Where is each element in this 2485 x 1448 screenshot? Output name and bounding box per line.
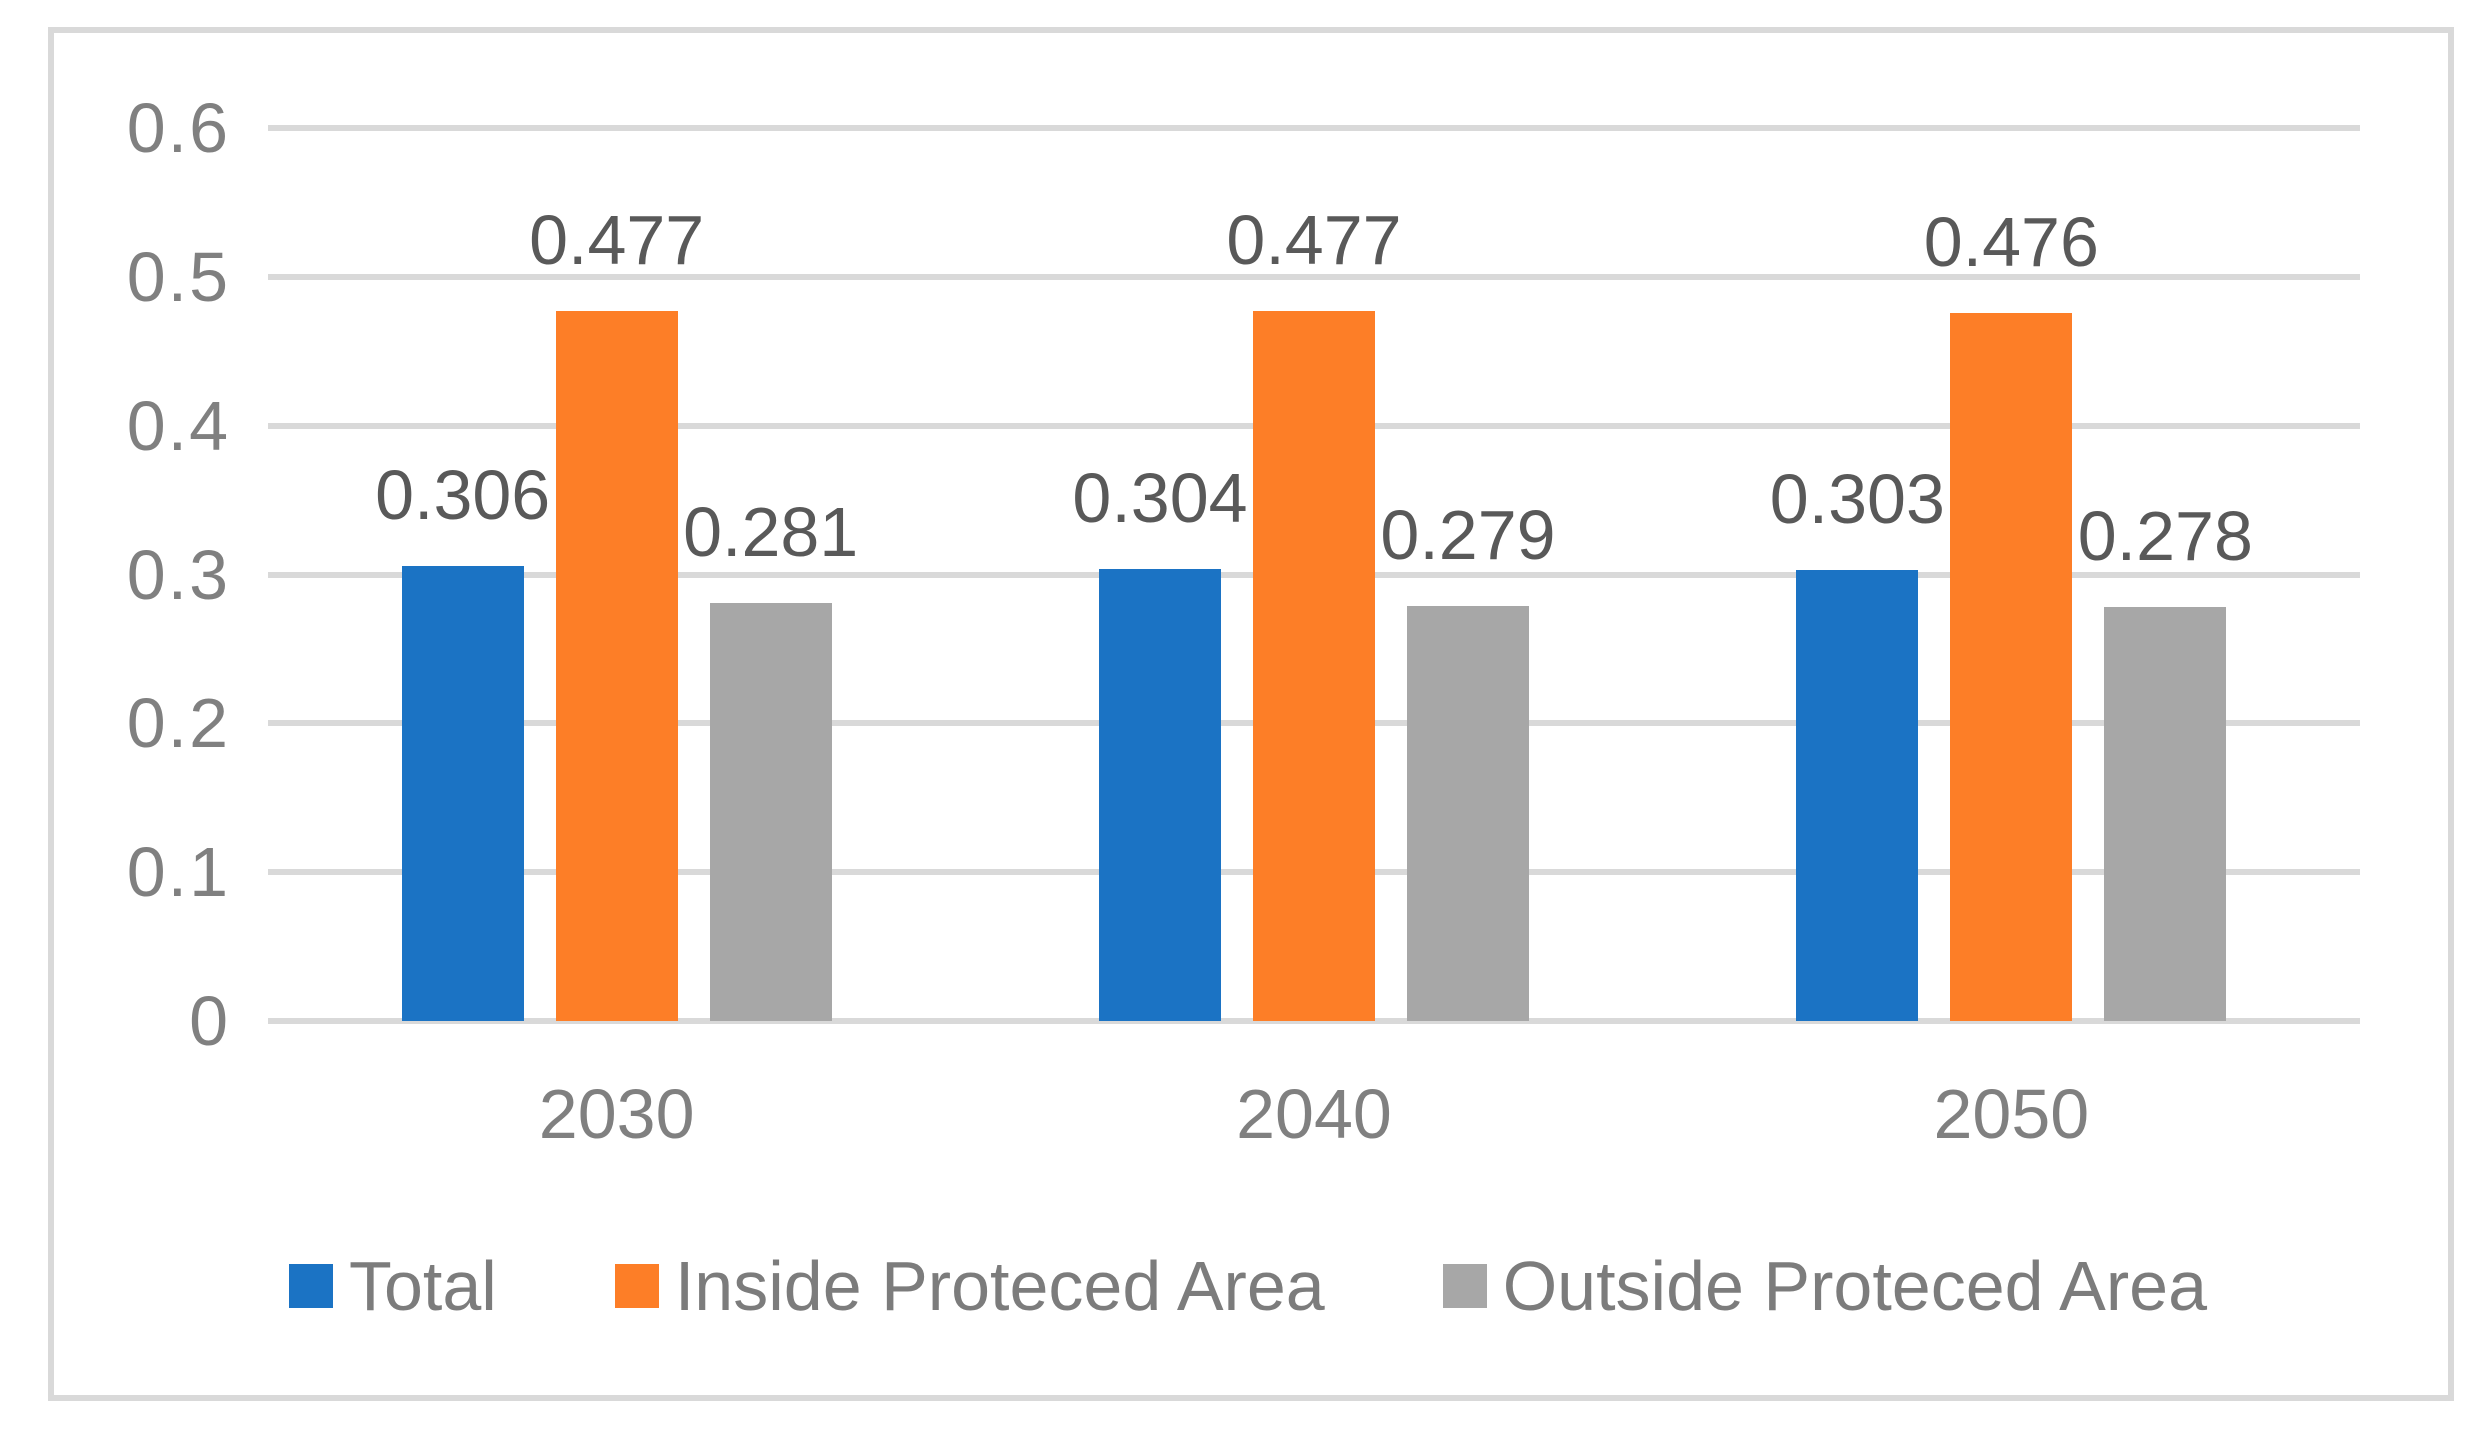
bar-inside-proteced-area-2030: 0.477: [529, 205, 704, 1021]
y-tick-label: 0.6: [126, 89, 230, 167]
chart-frame: 0 0.1 0.2 0.3 0.4 0.5 0.6 0.306 0.477 0.281 0.304…: [48, 27, 2454, 1401]
x-axis-label-2040: 2040: [1236, 1075, 1392, 1153]
bar-value-label: 0.281: [683, 492, 859, 571]
x-axis-labels: 2030 2040 2050: [268, 1068, 2360, 1160]
bar-total-2030: 0.306: [375, 460, 550, 1021]
bar-value-label: 0.477: [529, 201, 705, 280]
legend-item-outside-proteced-area: Outside Proteced Area: [1442, 1247, 2208, 1325]
legend-color-swatch-icon: [288, 1264, 333, 1308]
y-tick-label: 0.4: [126, 386, 230, 465]
bar-outside-proteced-area-2030: 0.281: [683, 497, 858, 1021]
y-axis-tick-labels: 0 0.1 0.2 0.3 0.4 0.5 0.6: [54, 93, 230, 1056]
y-tick-label: 0.5: [126, 237, 230, 316]
y-tick-label: 0.2: [126, 684, 230, 763]
gridline: [268, 273, 2360, 280]
bar-group-2030: 0.306 0.477 0.281: [268, 128, 965, 1021]
bar-value-label: 0.279: [1380, 495, 1556, 574]
legend: Total Inside Proteced Area Outside Protece…: [54, 1236, 2442, 1336]
bar-total-2040: 0.304: [1072, 463, 1248, 1021]
bar-outside-proteced-area-2040: 0.279: [1380, 500, 1556, 1021]
bar-groups: 0.306 0.477 0.281 0.304 0.477 0.279 0.303 0.476…: [268, 128, 2360, 1021]
bar-value-label: 0.477: [1226, 201, 1402, 280]
legend-color-swatch-icon: [1442, 1264, 1487, 1308]
bar-value-label: 0.306: [375, 455, 551, 534]
bar-outside-proteced-area-2050: 0.278: [2078, 501, 2253, 1021]
gridline: [268, 1018, 2360, 1024]
y-tick-label: 0.1: [126, 833, 230, 912]
y-tick-label: 0.3: [126, 535, 230, 614]
bar-inside-proteced-area-2050: 0.476: [1924, 207, 2099, 1021]
x-axis-label-2030: 2030: [538, 1075, 695, 1153]
bar-value-label: 0.476: [1923, 202, 2099, 281]
legend-label: Inside Proteced Area: [674, 1247, 1325, 1325]
legend-label: Total: [348, 1247, 497, 1325]
bar-group-2040: 0.304 0.477 0.279: [965, 128, 1662, 1021]
legend-color-swatch-icon: [614, 1264, 659, 1308]
gridline: [268, 125, 2360, 131]
bar-value-label: 0.278: [2077, 497, 2253, 576]
legend-label: Outside Proteced Area: [1502, 1247, 2208, 1325]
bar-group-2050: 0.303 0.476 0.278: [1663, 128, 2360, 1021]
bar-value-label: 0.303: [1769, 460, 1945, 539]
bar-total-2050: 0.303: [1770, 464, 1945, 1021]
bar-inside-proteced-area-2040: 0.477: [1226, 205, 1402, 1021]
legend-item-total: Total: [288, 1247, 497, 1325]
legend-item-inside-proteced-area: Inside Proteced Area: [614, 1247, 1325, 1325]
y-tick-label: 0: [189, 982, 230, 1060]
x-axis-label-2050: 2050: [1933, 1075, 2090, 1153]
bar-value-label: 0.304: [1072, 458, 1248, 537]
